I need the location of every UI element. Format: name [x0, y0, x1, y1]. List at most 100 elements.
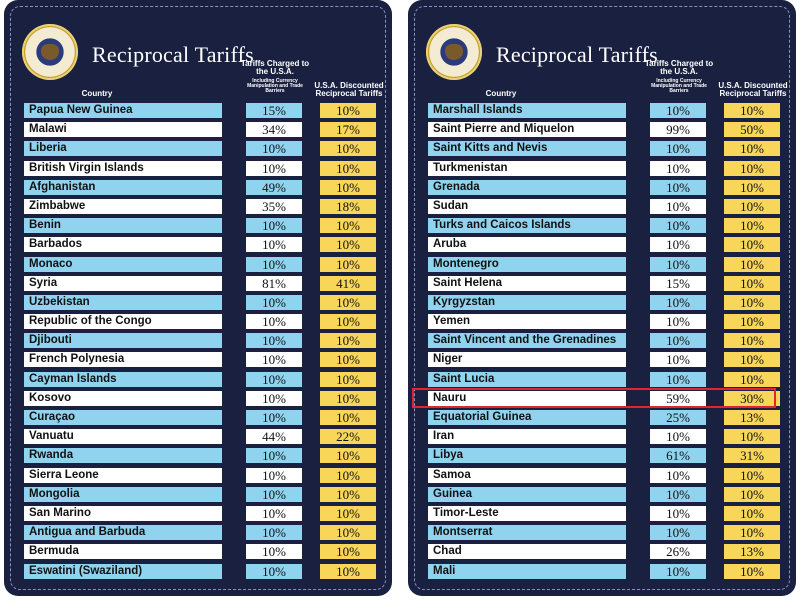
table-row: Cayman Islands 10% 10%: [4, 370, 392, 389]
discounted-tariff-cell: 10%: [320, 141, 376, 157]
table-row: Mali 10% 10%: [408, 562, 796, 581]
tariff-charged-cell: 10%: [246, 237, 302, 253]
table-row: Saint Lucia 10% 10%: [408, 370, 796, 389]
tariff-charged-cell: 35%: [246, 198, 302, 214]
header-discounted-tariffs: U.S.A. Discounted Reciprocal Tariffs: [314, 81, 384, 99]
country-cell: Saint Lucia: [428, 371, 626, 387]
tariff-charged-cell: 10%: [246, 390, 302, 406]
country-cell: Syria: [24, 275, 222, 291]
discounted-tariff-cell: 10%: [724, 371, 780, 387]
tariff-charged-cell: 10%: [246, 218, 302, 234]
country-cell: Saint Kitts and Nevis: [428, 141, 626, 157]
tariff-charged-cell: 10%: [650, 237, 706, 253]
tariff-charged-cell: 81%: [246, 275, 302, 291]
discounted-tariff-cell: 10%: [320, 103, 376, 118]
country-cell: Benin: [24, 218, 222, 234]
tariff-charged-cell: 10%: [650, 103, 706, 118]
country-cell: Equatorial Guinea: [428, 410, 626, 425]
table-row: Marshall Islands 10% 10%: [408, 101, 796, 120]
table-row: Kyrgyzstan 10% 10%: [408, 293, 796, 312]
country-cell: Kosovo: [24, 390, 222, 406]
table-row: Yemen 10% 10%: [408, 312, 796, 331]
tariff-charged-cell: 10%: [650, 429, 706, 445]
table-row: Syria 81% 41%: [4, 274, 392, 293]
country-cell: Timor-Leste: [428, 505, 626, 521]
table-row: Grenada 10% 10%: [408, 178, 796, 197]
table-row: Iran 10% 10%: [408, 427, 796, 446]
discounted-tariff-cell: 10%: [320, 314, 376, 330]
table-row: San Marino 10% 10%: [4, 504, 392, 523]
tariff-charged-cell: 10%: [650, 314, 706, 330]
discounted-tariff-cell: 10%: [724, 218, 780, 234]
country-cell: Papua New Guinea: [24, 103, 222, 118]
discounted-tariff-cell: 10%: [724, 467, 780, 483]
country-cell: Curaçao: [24, 410, 222, 425]
panel-title: Reciprocal Tariffs: [92, 42, 254, 67]
discounted-tariff-cell: 10%: [724, 198, 780, 214]
discounted-tariff-cell: 10%: [724, 237, 780, 253]
country-cell: Bermuda: [24, 544, 222, 560]
discounted-tariff-cell: 10%: [724, 314, 780, 330]
discounted-tariff-cell: 18%: [320, 198, 376, 214]
tariff-charged-cell: 10%: [650, 256, 706, 272]
table-row: Turks and Caicos Islands 10% 10%: [408, 216, 796, 235]
discounted-tariff-cell: 50%: [724, 122, 780, 138]
table-row: Zimbabwe 35% 18%: [4, 197, 392, 216]
discounted-tariff-cell: 41%: [320, 275, 376, 291]
tariff-charged-cell: 26%: [650, 544, 706, 560]
table-row: Chad 26% 13%: [408, 542, 796, 561]
discounted-tariff-cell: 22%: [320, 429, 376, 445]
country-cell: Vanuatu: [24, 429, 222, 445]
country-cell: Barbados: [24, 237, 222, 253]
table-row: Uzbekistan 10% 10%: [4, 293, 392, 312]
discounted-tariff-cell: 10%: [320, 486, 376, 502]
tariff-charged-cell: 10%: [650, 371, 706, 387]
discounted-tariff-cell: 10%: [320, 525, 376, 541]
table-row: Timor-Leste 10% 10%: [408, 504, 796, 523]
tariff-charged-cell: 10%: [246, 294, 302, 310]
table-row: Mongolia 10% 10%: [4, 485, 392, 504]
table-row: Sudan 10% 10%: [408, 197, 796, 216]
tariff-charged-cell: 10%: [246, 314, 302, 330]
table-row: Malawi 34% 17%: [4, 120, 392, 139]
table-row: French Polynesia 10% 10%: [4, 350, 392, 369]
tariff-panel-left: Reciprocal Tariffs Tariffs Charged to th…: [4, 0, 392, 596]
table-row: Monaco 10% 10%: [4, 255, 392, 274]
tariff-table: Papua New Guinea 15% 10% Malawi 34% 17% Liberi…: [4, 101, 392, 581]
discounted-tariff-cell: 10%: [724, 103, 780, 118]
discounted-tariff-cell: 10%: [320, 467, 376, 483]
country-cell: Monaco: [24, 256, 222, 272]
tariff-charged-cell: 99%: [650, 122, 706, 138]
discounted-tariff-cell: 10%: [320, 371, 376, 387]
tariff-charged-cell: 59%: [650, 390, 706, 406]
discounted-tariff-cell: 10%: [724, 256, 780, 272]
discounted-tariff-cell: 10%: [724, 429, 780, 445]
discounted-tariff-cell: 31%: [724, 448, 780, 464]
country-cell: Liberia: [24, 141, 222, 157]
header-discounted-tariffs: U.S.A. Discounted Reciprocal Tariffs: [718, 81, 788, 99]
tariff-charged-cell: 10%: [650, 505, 706, 521]
panel-title: Reciprocal Tariffs: [496, 42, 658, 67]
discounted-tariff-cell: 10%: [320, 218, 376, 234]
country-cell: Saint Pierre and Miquelon: [428, 122, 626, 138]
tariff-charged-cell: 10%: [246, 505, 302, 521]
table-row: Montenegro 10% 10%: [408, 255, 796, 274]
tariff-charged-cell: 10%: [650, 352, 706, 368]
discounted-tariff-cell: 13%: [724, 410, 780, 425]
country-cell: Kyrgyzstan: [428, 294, 626, 310]
tariff-charged-cell: 34%: [246, 122, 302, 138]
tariff-charged-cell: 10%: [246, 410, 302, 425]
table-row: Kosovo 10% 10%: [4, 389, 392, 408]
discounted-tariff-cell: 10%: [724, 333, 780, 349]
country-cell: Iran: [428, 429, 626, 445]
discounted-tariff-cell: 10%: [320, 352, 376, 368]
discounted-tariff-cell: 10%: [724, 563, 780, 579]
discounted-tariff-cell: 30%: [724, 390, 780, 406]
tariff-charged-cell: 10%: [246, 563, 302, 579]
discounted-tariff-cell: 10%: [320, 410, 376, 425]
country-cell: Chad: [428, 544, 626, 560]
tariff-charged-cell: 10%: [246, 371, 302, 387]
tariff-charged-cell: 10%: [650, 198, 706, 214]
country-cell: Marshall Islands: [428, 103, 626, 118]
tariff-charged-cell: 61%: [650, 448, 706, 464]
